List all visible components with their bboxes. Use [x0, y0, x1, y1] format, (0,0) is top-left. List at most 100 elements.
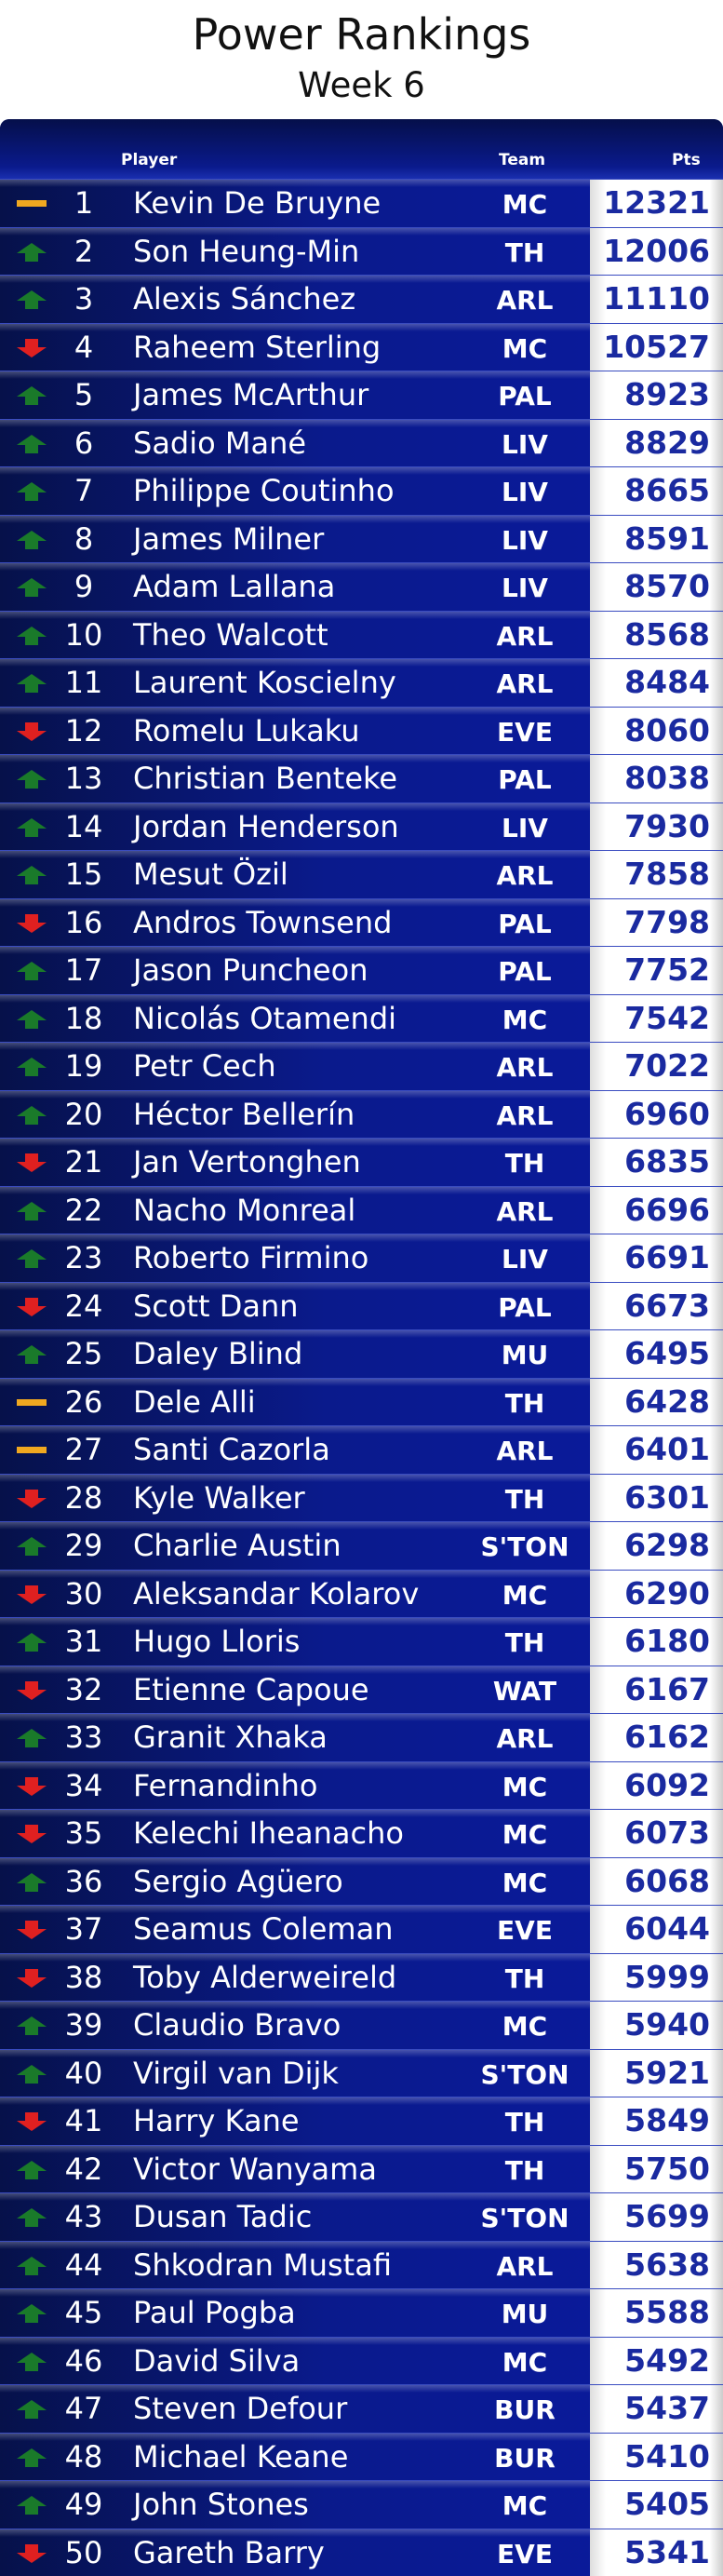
rank-number: 50 — [64, 2534, 103, 2570]
team-code: ARL — [496, 1723, 554, 1754]
table-row: 34 Fernandinho MC 6092 — [0, 1760, 723, 1809]
rank-number: 33 — [64, 1720, 103, 1755]
table-row: 21 Jan Vertonghen TH 6835 — [0, 1138, 723, 1186]
points-value: 8665 — [590, 467, 723, 515]
team-code: BUR — [494, 2442, 556, 2474]
table-row: 19 Petr Cech ARL 7022 — [0, 1042, 723, 1090]
player-name: Claudio Bravo — [133, 2007, 341, 2043]
arrow-up-icon — [17, 2352, 47, 2371]
arrow-down-icon — [17, 1776, 47, 1796]
table-row: 2 Son Heung-Min TH 12006 — [0, 226, 723, 275]
points-value: 10527 — [590, 323, 723, 371]
points-value: 8568 — [590, 611, 723, 658]
rankings-table: Player Team Pts 1 Kevin De Bruyne MC 12321 2… — [0, 119, 723, 2576]
player-name: Charlie Austin — [133, 1528, 341, 1563]
player-name: Héctor Bellerín — [133, 1096, 355, 1132]
points-value: 6691 — [590, 1234, 723, 1282]
team-code: MC — [502, 1771, 548, 1802]
table-body: 1 Kevin De Bruyne MC 12321 2 Son Heung-Min TH 1… — [0, 179, 723, 2576]
column-header-player: Player — [121, 151, 178, 169]
arrow-up-icon — [17, 2064, 47, 2084]
player-name: Scott Dann — [133, 1288, 299, 1324]
player-name: James Milner — [133, 520, 325, 557]
rank-number: 34 — [64, 1767, 103, 1803]
points-value: 5849 — [590, 2097, 723, 2145]
team-code: S'TON — [480, 1531, 569, 1562]
team-code: PAL — [498, 381, 552, 411]
arrow-up-icon — [17, 770, 47, 789]
points-value: 6298 — [590, 1522, 723, 1570]
table-row: 16 Andros Townsend PAL 7798 — [0, 897, 723, 946]
table-row: 15 Mesut Özil ARL 7858 — [0, 850, 723, 898]
arrow-up-icon — [17, 1105, 47, 1125]
points-value: 7752 — [590, 947, 723, 994]
player-name: Hugo Lloris — [133, 1624, 301, 1659]
team-code: LIV — [502, 812, 548, 843]
rank-number: 29 — [64, 1528, 103, 1563]
rank-number: 23 — [64, 1240, 103, 1275]
arrow-up-icon — [17, 2016, 47, 2035]
points-value: 5699 — [590, 2193, 723, 2241]
rank-number: 1 — [74, 185, 94, 221]
points-value: 8570 — [590, 563, 723, 611]
player-name: Dele Alli — [133, 1383, 256, 1420]
team-code: TH — [504, 1148, 545, 1179]
points-value: 6180 — [590, 1618, 723, 1666]
team-code: MC — [502, 332, 548, 364]
rank-number: 40 — [64, 2055, 103, 2091]
team-code: ARL — [496, 860, 554, 891]
arrow-up-icon — [17, 386, 47, 405]
rank-number: 37 — [64, 1911, 103, 1947]
arrow-up-icon — [17, 2208, 47, 2227]
player-name: Philippe Coutinho — [133, 473, 395, 508]
player-name: Victor Wanyama — [133, 2151, 377, 2187]
team-code: WAT — [492, 1675, 557, 1706]
arrow-up-icon — [17, 2304, 47, 2323]
team-code: PAL — [498, 956, 552, 987]
points-value: 5999 — [590, 1953, 723, 2001]
points-value: 5921 — [590, 2049, 723, 2097]
table-row: 48 Michael Keane BUR 5410 — [0, 2432, 723, 2480]
team-code: MU — [501, 1340, 549, 1370]
table-row: 10 Theo Walcott ARL 8568 — [0, 610, 723, 658]
team-code: S'TON — [480, 2203, 569, 2233]
player-name: Paul Pogba — [133, 2295, 296, 2330]
arrow-down-icon — [17, 1297, 47, 1316]
arrow-up-icon — [17, 290, 47, 309]
team-code: ARL — [496, 668, 554, 699]
points-value: 12006 — [590, 227, 723, 275]
table-row: 32 Etienne Capoue WAT 6167 — [0, 1665, 723, 1713]
arrow-down-icon — [17, 1585, 47, 1604]
rank-number: 46 — [64, 2342, 103, 2379]
points-value: 6068 — [590, 1857, 723, 1905]
table-row: 20 Héctor Bellerín ARL 6960 — [0, 1089, 723, 1138]
arrow-up-icon — [17, 2400, 47, 2419]
team-code: EVE — [497, 716, 553, 748]
player-name: John Stones — [133, 2487, 309, 2522]
player-name: Dusan Tadic — [133, 2199, 313, 2234]
player-name: Aleksandar Kolarov — [133, 1575, 420, 1612]
player-name: Santi Cazorla — [133, 1432, 330, 1467]
player-name: Jan Vertonghen — [133, 1144, 361, 1180]
arrow-down-icon — [17, 1680, 47, 1700]
points-value: 6044 — [590, 1906, 723, 1953]
rank-number: 18 — [64, 1000, 103, 1036]
table-row: 45 Paul Pogba MU 5588 — [0, 2288, 723, 2337]
table-row: 7 Philippe Coutinho LIV 8665 — [0, 466, 723, 515]
player-name: Sadio Mané — [133, 425, 307, 461]
points-value: 5492 — [590, 2337, 723, 2384]
arrow-down-icon — [17, 338, 47, 357]
arrow-up-icon — [17, 1201, 47, 1221]
team-code: LIV — [502, 573, 548, 603]
page-subtitle: Week 6 — [298, 65, 425, 105]
rank-number: 8 — [74, 520, 94, 557]
arrow-up-icon — [17, 242, 47, 262]
table-row: 35 Kelechi Iheanacho MC 6073 — [0, 1809, 723, 1857]
table-row: 30 Aleksandar Kolarov MC 6290 — [0, 1569, 723, 1617]
arrow-down-icon — [17, 1153, 47, 1172]
player-name: Kevin De Bruyne — [133, 185, 382, 221]
team-code: MC — [502, 189, 548, 220]
table-row: 41 Harry Kane TH 5849 — [0, 2097, 723, 2145]
player-name: Gareth Barry — [133, 2534, 325, 2570]
player-name: Harry Kane — [133, 2103, 300, 2138]
